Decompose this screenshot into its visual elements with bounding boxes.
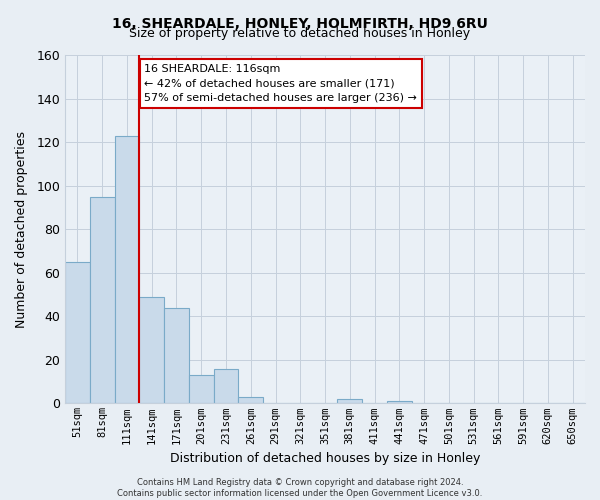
Y-axis label: Number of detached properties: Number of detached properties: [15, 130, 28, 328]
Text: 16, SHEARDALE, HONLEY, HOLMFIRTH, HD9 6RU: 16, SHEARDALE, HONLEY, HOLMFIRTH, HD9 6R…: [112, 18, 488, 32]
Bar: [337, 399, 362, 404]
Bar: [164, 308, 189, 404]
Bar: [139, 296, 164, 404]
Bar: [214, 368, 238, 404]
Text: Contains HM Land Registry data © Crown copyright and database right 2024.
Contai: Contains HM Land Registry data © Crown c…: [118, 478, 482, 498]
Bar: [387, 401, 412, 404]
Bar: [238, 397, 263, 404]
Bar: [115, 136, 139, 404]
X-axis label: Distribution of detached houses by size in Honley: Distribution of detached houses by size …: [170, 452, 480, 465]
Text: 16 SHEARDALE: 116sqm
← 42% of detached houses are smaller (171)
57% of semi-deta: 16 SHEARDALE: 116sqm ← 42% of detached h…: [144, 64, 417, 104]
Text: Size of property relative to detached houses in Honley: Size of property relative to detached ho…: [130, 28, 470, 40]
Bar: [65, 262, 90, 404]
Bar: [90, 196, 115, 404]
Bar: [189, 375, 214, 404]
